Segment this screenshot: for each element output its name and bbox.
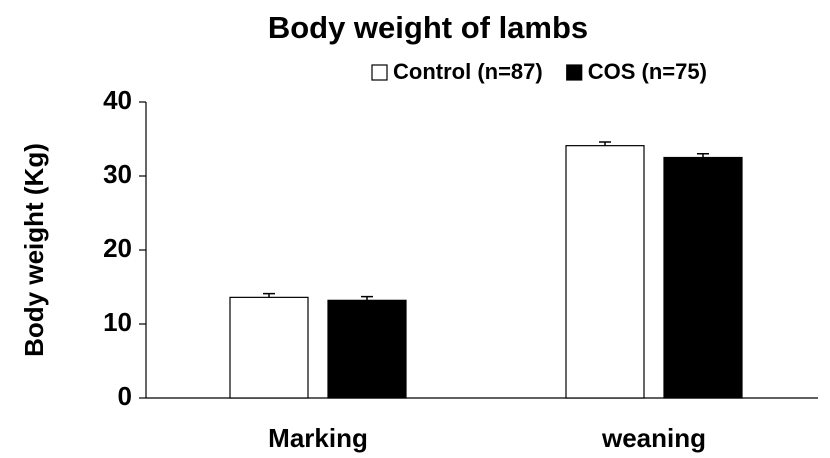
error-bar xyxy=(599,141,611,146)
y-axis-label: Body weight (Kg) xyxy=(19,143,49,357)
y-tick-label: 20 xyxy=(103,233,132,263)
legend-label: Control (n=87) xyxy=(393,59,543,84)
y-tick-label: 40 xyxy=(103,85,132,115)
legend-swatch xyxy=(371,64,388,81)
bar xyxy=(565,145,645,399)
x-tick-label: weaning xyxy=(601,423,706,453)
y-tick-label: 30 xyxy=(103,159,132,189)
legend-label: COS (n=75) xyxy=(588,59,707,84)
error-bar xyxy=(361,295,373,301)
legend-swatch xyxy=(566,64,583,81)
chart-title: Body weight of lambs xyxy=(268,10,588,45)
x-tick-label: Marking xyxy=(268,423,368,453)
bar xyxy=(327,299,407,399)
bar xyxy=(663,156,743,399)
y-tick-label: 0 xyxy=(118,381,132,411)
error-bar xyxy=(263,292,275,298)
bar xyxy=(229,296,309,399)
error-bar xyxy=(697,153,709,158)
y-tick-label: 10 xyxy=(103,307,132,337)
